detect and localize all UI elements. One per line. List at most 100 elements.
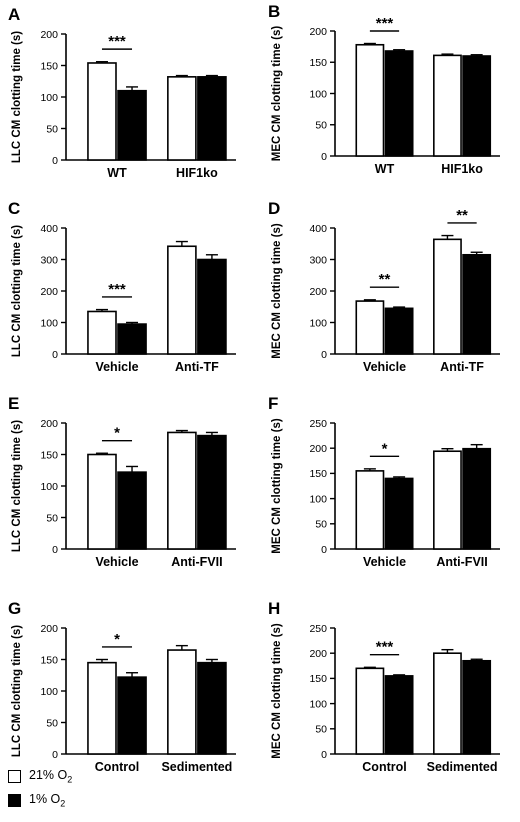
panel-e: E LLC CM clotting time (s) 0 50 100 150 200 Veh… bbox=[8, 394, 236, 569]
y-tick-label-b: 50 bbox=[315, 120, 327, 132]
y-tick-label-a: 100 bbox=[40, 92, 58, 104]
bar-f-vehicle-hypoxia bbox=[384, 477, 414, 550]
y-tick-label-e: 50 bbox=[46, 512, 58, 524]
bar-b-hif1ko-normoxia bbox=[433, 54, 462, 157]
bar-h-sedimented-hypoxia bbox=[462, 659, 492, 755]
x-category-label-c: Vehicle bbox=[95, 360, 138, 374]
panel-d: D MEC CM clotting time (s) 0 100 200 300 400 Ve… bbox=[268, 199, 500, 374]
y-tick-label-f: 100 bbox=[309, 493, 327, 505]
bar-h-control-hypoxia bbox=[384, 675, 414, 755]
legend-label-hypoxia: 1% O2 bbox=[29, 791, 66, 809]
y-axis-label-a: LLC CM clotting time (s) bbox=[11, 31, 23, 163]
panel-letter-a: A bbox=[8, 5, 20, 24]
x-category-label-e: Vehicle bbox=[95, 555, 138, 569]
y-axis-label-h: MEC CM clotting time (s) bbox=[271, 623, 283, 759]
y-tick-label-h: 200 bbox=[309, 648, 327, 660]
bar-a-hif1ko-hypoxia bbox=[197, 76, 227, 161]
bar-h-sedimented-normoxia bbox=[433, 652, 462, 755]
y-tick-label-b: 200 bbox=[309, 26, 327, 38]
y-tick-label-a: 0 bbox=[52, 155, 58, 167]
bar-g-sedimented-hypoxia bbox=[197, 661, 227, 755]
x-category-label-a: HIF1ko bbox=[176, 166, 218, 180]
bar-b-hif1ko-hypoxia bbox=[462, 55, 492, 157]
bar-b-wt-normoxia bbox=[355, 43, 385, 157]
significance-label-g: * bbox=[114, 631, 120, 648]
bar-c-anti-tf-normoxia bbox=[167, 245, 197, 355]
bar-b-wt-hypoxia bbox=[384, 50, 414, 157]
significance-label-h: *** bbox=[376, 639, 394, 656]
x-category-label-g: Sedimented bbox=[161, 760, 232, 774]
x-category-label-h: Sedimented bbox=[427, 760, 498, 774]
bar-g-sedimented-normoxia bbox=[167, 649, 197, 755]
bar-d-anti-tf-normoxia bbox=[433, 238, 462, 355]
legend-item-normoxia: 21% O2 bbox=[8, 768, 72, 784]
bar-c-anti-tf-hypoxia bbox=[197, 258, 227, 355]
y-tick-label-c: 0 bbox=[52, 349, 58, 361]
bar-a-wt-hypoxia bbox=[117, 89, 147, 161]
y-tick-label-f: 200 bbox=[309, 443, 327, 455]
y-tick-label-d: 100 bbox=[309, 317, 327, 329]
y-tick-label-g: 100 bbox=[40, 686, 58, 698]
x-category-label-h: Control bbox=[362, 760, 406, 774]
y-tick-label-h: 0 bbox=[321, 749, 327, 761]
bar-d-vehicle-normoxia bbox=[355, 300, 385, 355]
bar-e-vehicle-hypoxia bbox=[117, 471, 147, 550]
panel-letter-g: G bbox=[8, 599, 21, 618]
y-tick-label-f: 50 bbox=[315, 519, 327, 531]
panel-g: G LLC CM clotting time (s) 0 50 100 150 200 Con… bbox=[8, 599, 236, 774]
legend: 21% O2 1% O2 bbox=[8, 762, 168, 818]
x-category-label-b: WT bbox=[375, 162, 395, 176]
y-tick-label-h: 150 bbox=[309, 673, 327, 685]
y-tick-label-a: 150 bbox=[40, 60, 58, 72]
panel-h: H MEC CM clotting time (s) 0 50 100 150 200 250… bbox=[268, 599, 500, 774]
y-tick-label-c: 400 bbox=[40, 223, 58, 235]
x-category-label-e: Anti-FVII bbox=[171, 555, 222, 569]
bar-d-vehicle-hypoxia bbox=[384, 307, 414, 355]
y-tick-label-g: 50 bbox=[46, 717, 58, 729]
y-axis-label-g: LLC CM clotting time (s) bbox=[11, 625, 23, 757]
y-axis-label-b: MEC CM clotting time (s) bbox=[271, 26, 283, 162]
bar-g-control-hypoxia bbox=[117, 676, 147, 755]
x-category-label-c: Anti-TF bbox=[175, 360, 219, 374]
panel-letter-h: H bbox=[268, 599, 280, 618]
panel-f: F MEC CM clotting time (s) 0 50 100 150 200 250… bbox=[268, 394, 500, 569]
significance-label-a: *** bbox=[108, 33, 126, 50]
bar-a-wt-normoxia bbox=[87, 62, 117, 161]
y-tick-label-e: 150 bbox=[40, 449, 58, 461]
significance-label-d: ** bbox=[379, 271, 391, 288]
panel-letter-e: E bbox=[8, 394, 19, 413]
y-tick-label-d: 200 bbox=[309, 286, 327, 298]
bar-g-control-normoxia bbox=[87, 661, 117, 755]
y-axis-label-d: MEC CM clotting time (s) bbox=[271, 223, 283, 359]
y-tick-label-e: 100 bbox=[40, 481, 58, 493]
legend-swatch-hypoxia bbox=[8, 793, 21, 807]
x-category-label-f: Anti-FVII bbox=[436, 555, 487, 569]
x-category-label-g: Control bbox=[95, 760, 139, 774]
y-tick-label-e: 0 bbox=[52, 544, 58, 556]
y-tick-label-d: 300 bbox=[309, 254, 327, 266]
bar-f-anti-fvii-hypoxia bbox=[462, 447, 492, 550]
panel-letter-d: D bbox=[268, 199, 280, 218]
y-tick-label-h: 50 bbox=[315, 724, 327, 736]
significance-label-d: ** bbox=[456, 207, 468, 224]
y-tick-label-c: 200 bbox=[40, 286, 58, 298]
panel-letter-f: F bbox=[268, 394, 278, 413]
bar-f-vehicle-normoxia bbox=[355, 470, 385, 550]
x-category-label-d: Anti-TF bbox=[440, 360, 484, 374]
bar-c-vehicle-normoxia bbox=[87, 310, 117, 355]
y-tick-label-h: 100 bbox=[309, 698, 327, 710]
y-tick-label-a: 200 bbox=[40, 29, 58, 41]
y-tick-label-b: 100 bbox=[309, 88, 327, 100]
y-tick-label-g: 150 bbox=[40, 654, 58, 666]
bar-a-hif1ko-normoxia bbox=[167, 76, 197, 161]
y-axis-label-c: LLC CM clotting time (s) bbox=[11, 225, 23, 357]
bar-e-vehicle-normoxia bbox=[87, 453, 117, 550]
y-tick-label-a: 50 bbox=[46, 123, 58, 135]
bar-e-anti-fvii-normoxia bbox=[167, 431, 197, 550]
y-tick-label-g: 0 bbox=[52, 749, 58, 761]
x-category-label-b: HIF1ko bbox=[441, 162, 483, 176]
significance-label-f: * bbox=[382, 440, 388, 457]
legend-swatch-normoxia bbox=[8, 769, 21, 783]
y-tick-label-d: 400 bbox=[309, 223, 327, 235]
